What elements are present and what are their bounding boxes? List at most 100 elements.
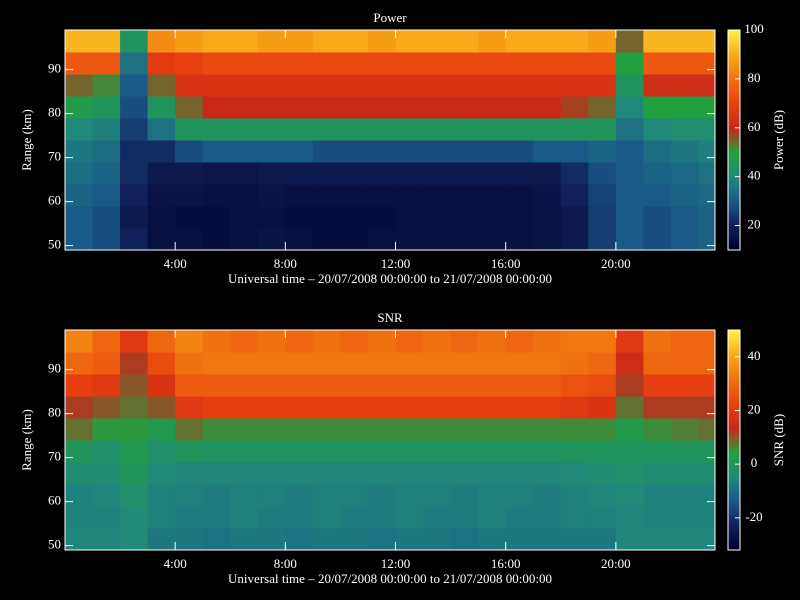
- colorbar-swatch: [728, 508, 740, 511]
- heat-cell: [230, 118, 259, 141]
- colorbar-swatch: [728, 210, 740, 213]
- colorbar-swatch: [728, 412, 740, 415]
- heat-cell: [395, 352, 424, 375]
- heat-cell: [615, 30, 644, 53]
- heat-cell: [367, 184, 397, 207]
- heat-cell: [120, 52, 149, 75]
- heat-cell: [285, 506, 314, 529]
- heat-cell: [147, 462, 176, 485]
- heat-cell: [643, 74, 672, 97]
- heat-cell: [505, 352, 534, 375]
- heat-cell: [670, 206, 699, 229]
- heat-cell: [257, 52, 286, 75]
- y-axis-label: Range (km): [19, 409, 34, 471]
- heat-cell: [92, 462, 121, 485]
- colorbar-swatch: [728, 522, 740, 525]
- heat-cell: [505, 330, 534, 353]
- heat-cell: [698, 162, 716, 185]
- heat-cell: [423, 140, 452, 163]
- heat-cell: [257, 528, 286, 551]
- heat-cell: [560, 528, 589, 551]
- heat-cell: [367, 30, 397, 53]
- heat-cell: [147, 228, 176, 251]
- heat-cell: [120, 118, 149, 141]
- heat-cell: [588, 184, 617, 207]
- heat-cell: [423, 440, 452, 463]
- heat-cell: [92, 140, 121, 163]
- heat-cell: [312, 206, 341, 229]
- colorbar-swatch: [728, 330, 740, 333]
- heat-cell: [230, 374, 259, 397]
- colorbar-swatch: [728, 382, 740, 385]
- heat-cell: [230, 30, 259, 53]
- heat-cell: [120, 140, 149, 163]
- y-tick-label: 50: [48, 237, 61, 252]
- heat-cell: [533, 206, 562, 229]
- heat-cell: [340, 528, 369, 551]
- heat-cell: [423, 484, 452, 507]
- colorbar-swatch: [728, 374, 740, 377]
- colorbar-tick-label: -20: [745, 509, 762, 524]
- heat-cell: [450, 352, 479, 375]
- heat-cell: [670, 396, 699, 419]
- heat-cell: [340, 330, 369, 353]
- heat-cell: [505, 484, 534, 507]
- colorbar-swatch: [728, 192, 740, 195]
- heat-cell: [65, 140, 94, 163]
- colorbar-swatch: [728, 172, 740, 175]
- heat-cell: [588, 484, 617, 507]
- heat-cell: [533, 162, 562, 185]
- heat-cell: [698, 374, 716, 397]
- heat-cell: [92, 418, 121, 441]
- colorbar-swatch: [728, 236, 740, 239]
- heat-cell: [478, 484, 507, 507]
- heat-cell: [230, 162, 259, 185]
- colorbar-swatch: [728, 246, 740, 249]
- colorbar-swatch: [728, 442, 740, 445]
- heat-cell: [670, 30, 699, 53]
- colorbar-swatch: [728, 482, 740, 485]
- heat-cell: [312, 462, 341, 485]
- heat-cell: [147, 352, 176, 375]
- colorbar-swatch: [728, 180, 740, 183]
- heat-cell: [533, 462, 562, 485]
- heat-cell: [560, 74, 589, 97]
- heat-cell: [312, 374, 341, 397]
- heat-cell: [450, 462, 479, 485]
- heat-cell: [423, 118, 452, 141]
- heat-cell: [230, 140, 259, 163]
- heat-cell: [147, 30, 176, 53]
- heat-cell: [450, 118, 479, 141]
- heat-cell: [698, 52, 716, 75]
- heat-cell: [92, 74, 121, 97]
- heat-cell: [257, 74, 286, 97]
- colorbar-swatch: [728, 198, 740, 201]
- heat-cell: [423, 162, 452, 185]
- heat-cell: [505, 462, 534, 485]
- heat-cell: [120, 330, 149, 353]
- heat-cell: [312, 528, 341, 551]
- colorbar-swatch: [728, 376, 740, 379]
- colorbar-swatch: [728, 232, 740, 235]
- heat-cell: [367, 330, 397, 353]
- heat-cell: [423, 396, 452, 419]
- heat-cell: [65, 206, 94, 229]
- heat-cell: [147, 96, 176, 119]
- colorbar-swatch: [728, 218, 740, 221]
- colorbar-swatch: [728, 538, 740, 541]
- x-axis-label: Universal time – 20/07/2008 00:00:00 to …: [228, 571, 552, 586]
- colorbar-swatch: [728, 462, 740, 465]
- colorbar-swatch: [728, 400, 740, 403]
- heat-cell: [175, 52, 204, 75]
- heat-cell: [505, 52, 534, 75]
- colorbar-swatch: [728, 510, 740, 513]
- heat-cell: [257, 506, 286, 529]
- heat-cell: [367, 374, 397, 397]
- heat-cell: [230, 184, 259, 207]
- heat-cell: [120, 162, 149, 185]
- heat-cell: [615, 118, 644, 141]
- colorbar-swatch: [728, 170, 740, 173]
- heat-cell: [478, 74, 507, 97]
- heat-cell: [312, 506, 341, 529]
- heat-cell: [285, 184, 314, 207]
